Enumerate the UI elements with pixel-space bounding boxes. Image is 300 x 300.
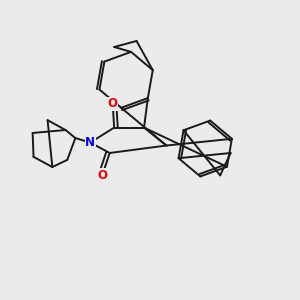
Text: O: O (97, 169, 107, 182)
Text: N: N (85, 136, 95, 149)
Text: O: O (108, 97, 118, 110)
